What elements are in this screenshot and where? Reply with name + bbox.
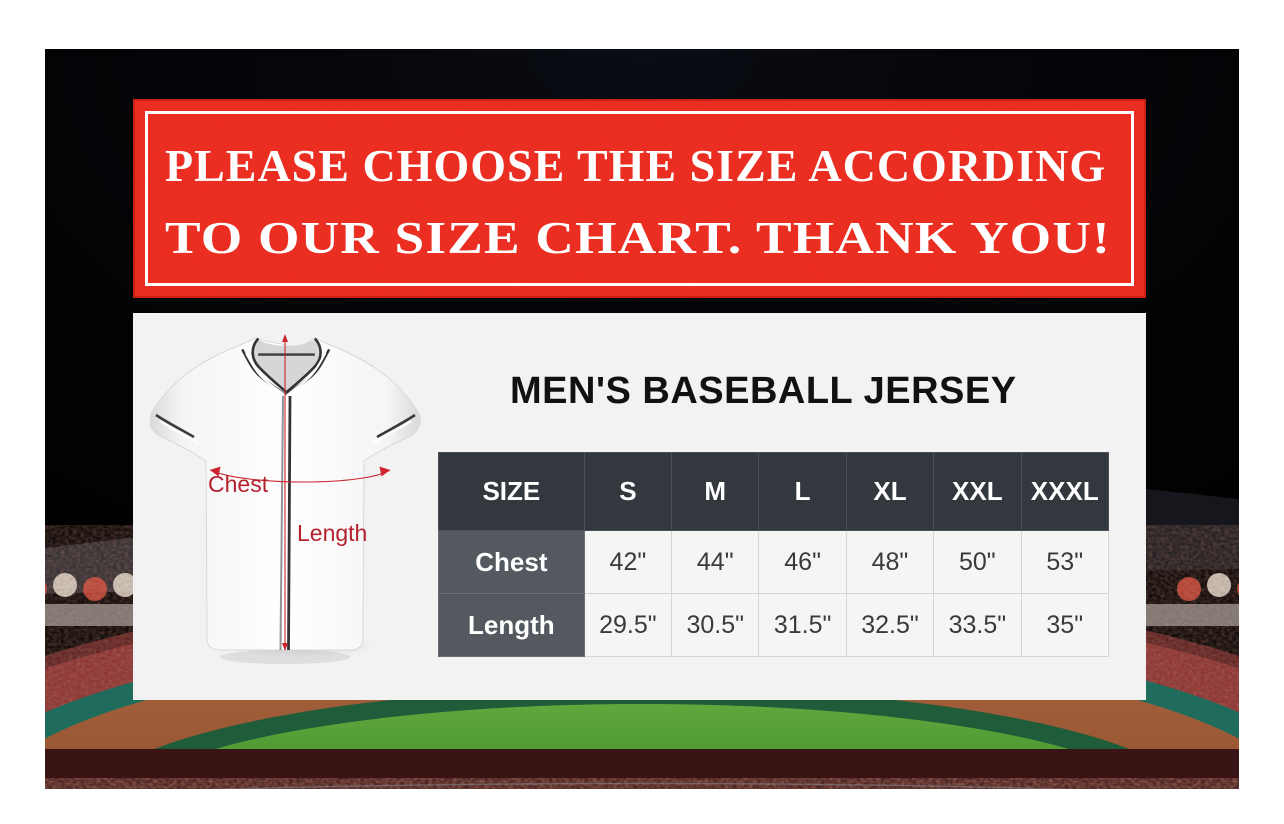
svg-text:Length: Length — [297, 520, 367, 546]
svg-text:Chest: Chest — [208, 471, 269, 497]
